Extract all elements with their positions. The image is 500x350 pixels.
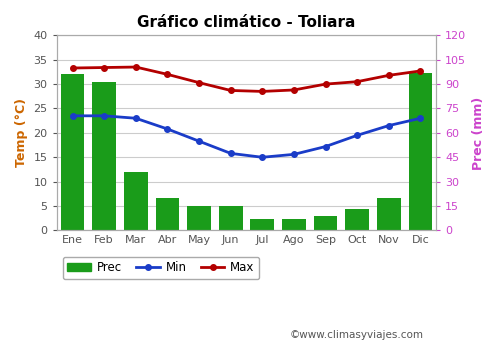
Bar xyxy=(156,198,180,230)
Bar xyxy=(282,219,306,230)
Bar xyxy=(408,73,432,230)
Bar xyxy=(60,74,84,230)
Bar xyxy=(187,206,211,230)
Title: Gráfico climático - Toliara: Gráfico climático - Toliara xyxy=(138,15,356,30)
Y-axis label: Prec (mm): Prec (mm) xyxy=(472,96,485,169)
Bar xyxy=(219,206,242,230)
Bar xyxy=(346,209,369,230)
Legend: Prec, Min, Max: Prec, Min, Max xyxy=(62,257,260,279)
Bar xyxy=(250,219,274,230)
Bar xyxy=(377,198,400,230)
Bar xyxy=(124,172,148,230)
Bar xyxy=(92,83,116,230)
Y-axis label: Temp (°C): Temp (°C) xyxy=(15,98,28,167)
Bar xyxy=(314,216,338,230)
Text: ©www.climasyviajes.com: ©www.climasyviajes.com xyxy=(290,329,424,340)
